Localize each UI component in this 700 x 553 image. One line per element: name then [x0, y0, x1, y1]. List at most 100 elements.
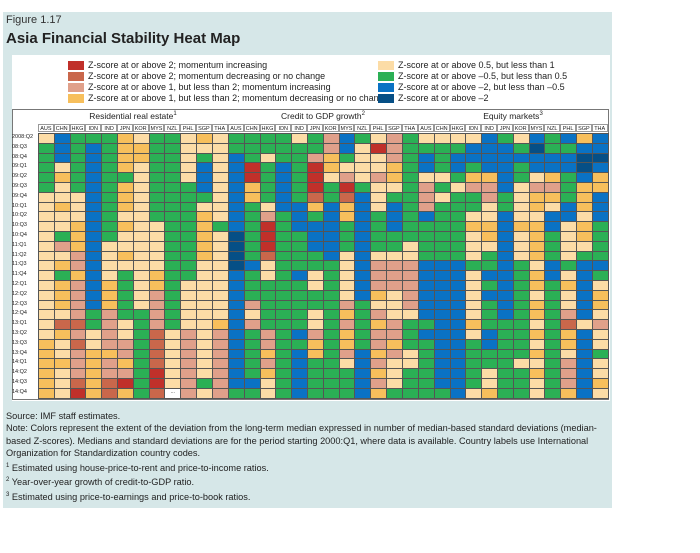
country-header: IND	[481, 124, 497, 132]
period-label: 11:Q3	[12, 261, 27, 268]
legend-swatch	[378, 93, 394, 103]
heatmap-cell	[322, 387, 340, 399]
country-header: NZL	[354, 124, 371, 132]
heatmap-cell	[53, 387, 71, 399]
period-label: 12:Q2	[12, 290, 27, 297]
country-header: AUS	[418, 124, 434, 132]
period-label: 10:Q3	[12, 222, 27, 229]
notes: Source: IMF staff estimates. Note: Color…	[6, 410, 606, 503]
heatmap-cell	[101, 387, 118, 399]
legend-swatch	[68, 60, 84, 70]
period-label: 09:Q4	[12, 192, 27, 199]
period-label: 11:Q1	[12, 241, 27, 248]
legend-label: Z-score at or above 0.5, but less than 1	[398, 60, 555, 70]
period-label: 10:Q4	[12, 232, 27, 238]
country-header: PHL	[370, 124, 386, 132]
heatmap-cell	[69, 387, 87, 399]
legend-label: Z-score at or above 2; momentum decreasi…	[88, 71, 326, 81]
heatmap-cell	[38, 387, 55, 399]
country-header: HKG	[69, 124, 86, 132]
heatmap-cell	[85, 387, 103, 399]
heatmap-cell	[512, 387, 530, 399]
legend-label: Z-score at or above –2	[398, 93, 489, 103]
period-label: 10:Q1	[12, 202, 27, 209]
country-header: THA	[591, 124, 608, 132]
legend-item: Z-score at or above –2	[378, 93, 489, 103]
period-label: 14:Q2	[12, 369, 27, 376]
footnote-1: 1 Estimated using house-price-to-rent an…	[6, 462, 269, 473]
country-header: HKG	[449, 124, 466, 132]
figure-title: Asia Financial Stability Heat Map	[6, 30, 241, 47]
legend-item: Z-score at or above 1, but less than 2; …	[68, 82, 331, 92]
heatmap-cell	[148, 387, 166, 399]
country-header: MYS	[338, 124, 355, 132]
period-label: 14:Q4	[12, 388, 27, 395]
heatmap-cell	[370, 387, 387, 399]
footnote-2: 2 Year-over-year growth of credit-to-GDP…	[6, 477, 195, 488]
country-header: CHN	[53, 124, 70, 132]
period-label: 2008:Q2	[12, 134, 34, 140]
country-header: JPN	[117, 124, 133, 132]
country-header: NZL	[544, 124, 561, 132]
heatmap-cell	[354, 387, 372, 399]
heatmap-cell	[338, 387, 356, 399]
heatmap-cell	[132, 387, 150, 399]
period-label: 14:Q1	[12, 359, 27, 366]
heatmap-cell	[259, 387, 277, 399]
legend-swatch	[378, 82, 394, 92]
heatmap-cell	[275, 387, 293, 399]
country-header: JPN	[307, 124, 323, 132]
period-label: 13:Q2	[12, 330, 27, 336]
legend-swatch	[68, 71, 84, 81]
country-header: PHL	[560, 124, 576, 132]
period-label: 12:Q3	[12, 300, 27, 307]
heatmap-cell	[591, 387, 609, 399]
legend-item: Z-score at or above 2; momentum decreasi…	[68, 71, 325, 81]
heatmap-cell	[497, 387, 514, 399]
country-header: CHN	[243, 124, 260, 132]
legend-label: Z-score at or above –0.5, but less than …	[398, 71, 568, 81]
legend-label: Z-score at or above 1, but less than 2; …	[88, 93, 389, 103]
heatmap-cell	[544, 387, 562, 399]
country-header: IND	[101, 124, 117, 132]
heatmap-cell	[307, 387, 324, 399]
country-header: IDN	[275, 124, 292, 132]
heatmap-cell	[243, 387, 261, 399]
source-note: Source: IMF staff estimates.	[6, 411, 121, 421]
heatmap-cell	[401, 387, 419, 399]
period-label: 14:Q3	[12, 379, 27, 385]
panel-title: Credit to GDP growth2	[281, 111, 365, 121]
panel-title: Residential real estate1	[89, 111, 177, 121]
country-header: PHL	[180, 124, 196, 132]
legend-item: Z-score at or above –0.5, but less than …	[378, 71, 567, 81]
legend-item: Z-score at or above –2, but less than –0…	[378, 82, 565, 92]
heatmap-cell	[291, 387, 308, 399]
period-label: 13:Q3	[12, 339, 27, 346]
country-header: IND	[291, 124, 307, 132]
color-note: Note: Colors represent the extent of the…	[6, 423, 597, 459]
period-label: 13:Q4	[12, 349, 27, 356]
heatmap-cell	[433, 387, 451, 399]
country-header: HKG	[259, 124, 276, 132]
country-header: THA	[401, 124, 418, 132]
heatmap-cell	[528, 387, 546, 399]
country-header: CHN	[433, 124, 450, 132]
period-label: 09:Q2	[12, 173, 27, 180]
legend-swatch	[378, 60, 394, 70]
heatmap-cell	[117, 387, 134, 399]
country-header: AUS	[228, 124, 244, 132]
country-header: NZL	[164, 124, 181, 132]
country-header: IDN	[85, 124, 102, 132]
period-label: 11:Q2	[12, 251, 27, 258]
heatmap-cell	[180, 387, 197, 399]
heatmap-cell	[211, 387, 229, 399]
country-header: JPN	[497, 124, 513, 132]
legend-label: Z-score at or above 2; momentum increasi…	[88, 60, 268, 70]
period-label: 08:Q3	[12, 143, 27, 150]
heatmap-cell	[576, 387, 593, 399]
panel-title: Equity markets3	[483, 111, 543, 121]
legend-item: Z-score at or above 0.5, but less than 1	[378, 60, 555, 70]
legend-label: Z-score at or above –2, but less than –0…	[398, 82, 565, 92]
period-label: 12:Q4	[12, 310, 27, 317]
period-label: 11:Q4	[12, 271, 27, 278]
